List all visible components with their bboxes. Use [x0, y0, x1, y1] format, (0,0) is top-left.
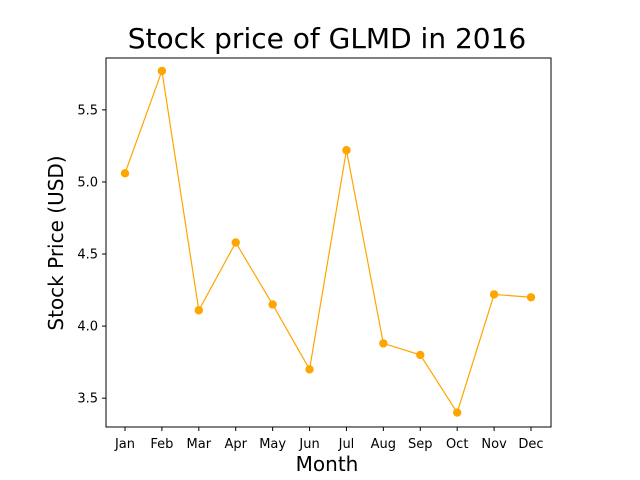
x-axis-label: Month: [296, 452, 359, 476]
data-point: [526, 293, 536, 302]
x-tick-label: Apr: [224, 437, 247, 452]
x-tick-label: Nov: [481, 437, 507, 452]
x-tick-label: Aug: [371, 437, 396, 452]
data-point: [268, 300, 277, 309]
x-tick-label: Mar: [187, 437, 212, 452]
x-tick-label: Oct: [446, 437, 468, 452]
y-tick-label: 5.5: [77, 103, 98, 118]
plot-frame: [105, 57, 552, 428]
y-tick-label: 4.5: [77, 248, 98, 263]
series-line: [124, 70, 532, 414]
data-point: [342, 146, 351, 155]
data-point: [231, 238, 240, 247]
x-tick-label: Jul: [338, 437, 355, 452]
x-tick-label: Sep: [408, 437, 433, 452]
data-point: [379, 339, 388, 348]
data-point: [489, 290, 499, 299]
y-tick-label: 5.0: [77, 175, 98, 190]
data-point: [194, 306, 204, 315]
y-tick-label: 4.0: [77, 320, 98, 335]
x-tick-label: Jan: [114, 437, 135, 452]
chart-title: Stock price of GLMD in 2016: [128, 22, 526, 55]
data-point: [416, 350, 425, 360]
x-tick-label: Dec: [518, 437, 543, 452]
data-point: [157, 66, 167, 76]
x-tick-label: May: [259, 437, 286, 452]
y-tick-label: 3.5: [77, 392, 98, 407]
data-point: [120, 169, 130, 178]
x-tick-label: Feb: [150, 437, 173, 452]
data-point: [452, 408, 462, 417]
data-point: [305, 365, 314, 374]
y-axis-label: Stock Price (USD): [44, 155, 68, 330]
x-tick-label: Jun: [298, 437, 319, 452]
plot-area: Jan Feb Mar Apr May Jun Jul Aug Sep Oct Nov Dec 3.5 4…: [77, 57, 552, 452]
